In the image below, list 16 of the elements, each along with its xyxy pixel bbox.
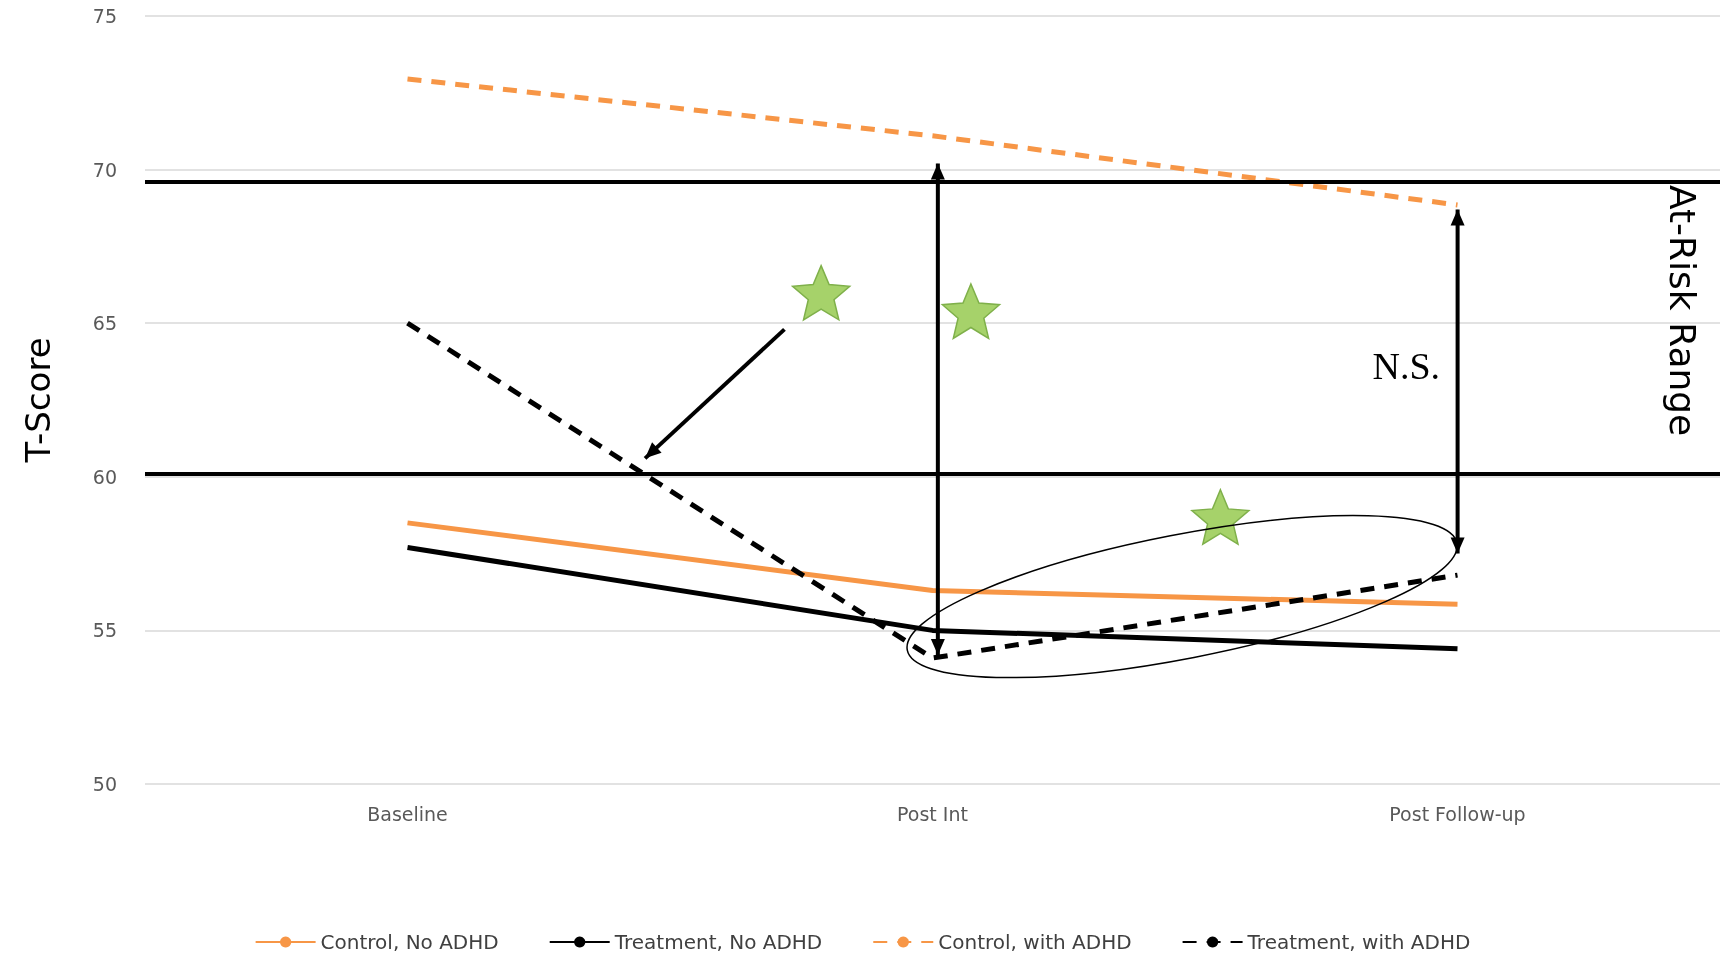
y-tick-label: 65: [92, 312, 117, 335]
legend-label: Control, No ADHD: [320, 930, 499, 954]
y-tick-label: 70: [92, 158, 117, 181]
y-tick-label: 50: [92, 773, 117, 795]
legend-label: Control, with ADHD: [938, 930, 1132, 954]
legend-label: Treatment, No ADHD: [613, 930, 823, 954]
y-axis-title: T-Score: [18, 337, 58, 464]
legend-label: Treatment, with ADHD: [1246, 930, 1471, 954]
annotation: N.S.: [1372, 345, 1441, 388]
x-tick-label: Baseline: [367, 802, 448, 825]
y-tick-label: 60: [92, 465, 117, 488]
x-tick-label: Post Follow-up: [1389, 802, 1526, 825]
annotation: At-Risk Range: [1661, 185, 1703, 437]
y-tick-label: 55: [92, 619, 117, 642]
x-tick-label: Post Int: [897, 802, 968, 825]
y-tick-label: 75: [92, 5, 117, 27]
